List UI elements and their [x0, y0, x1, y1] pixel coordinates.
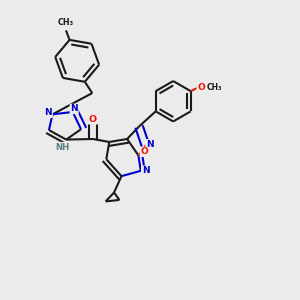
Text: O: O [140, 147, 148, 156]
Text: O: O [197, 83, 205, 92]
Text: N: N [44, 108, 52, 117]
Text: CH₃: CH₃ [57, 18, 74, 27]
Text: CH₃: CH₃ [207, 83, 223, 92]
Text: N: N [142, 166, 149, 175]
Text: N: N [146, 140, 154, 149]
Text: NH: NH [56, 142, 70, 152]
Text: O: O [89, 115, 97, 124]
Text: N: N [70, 104, 78, 113]
